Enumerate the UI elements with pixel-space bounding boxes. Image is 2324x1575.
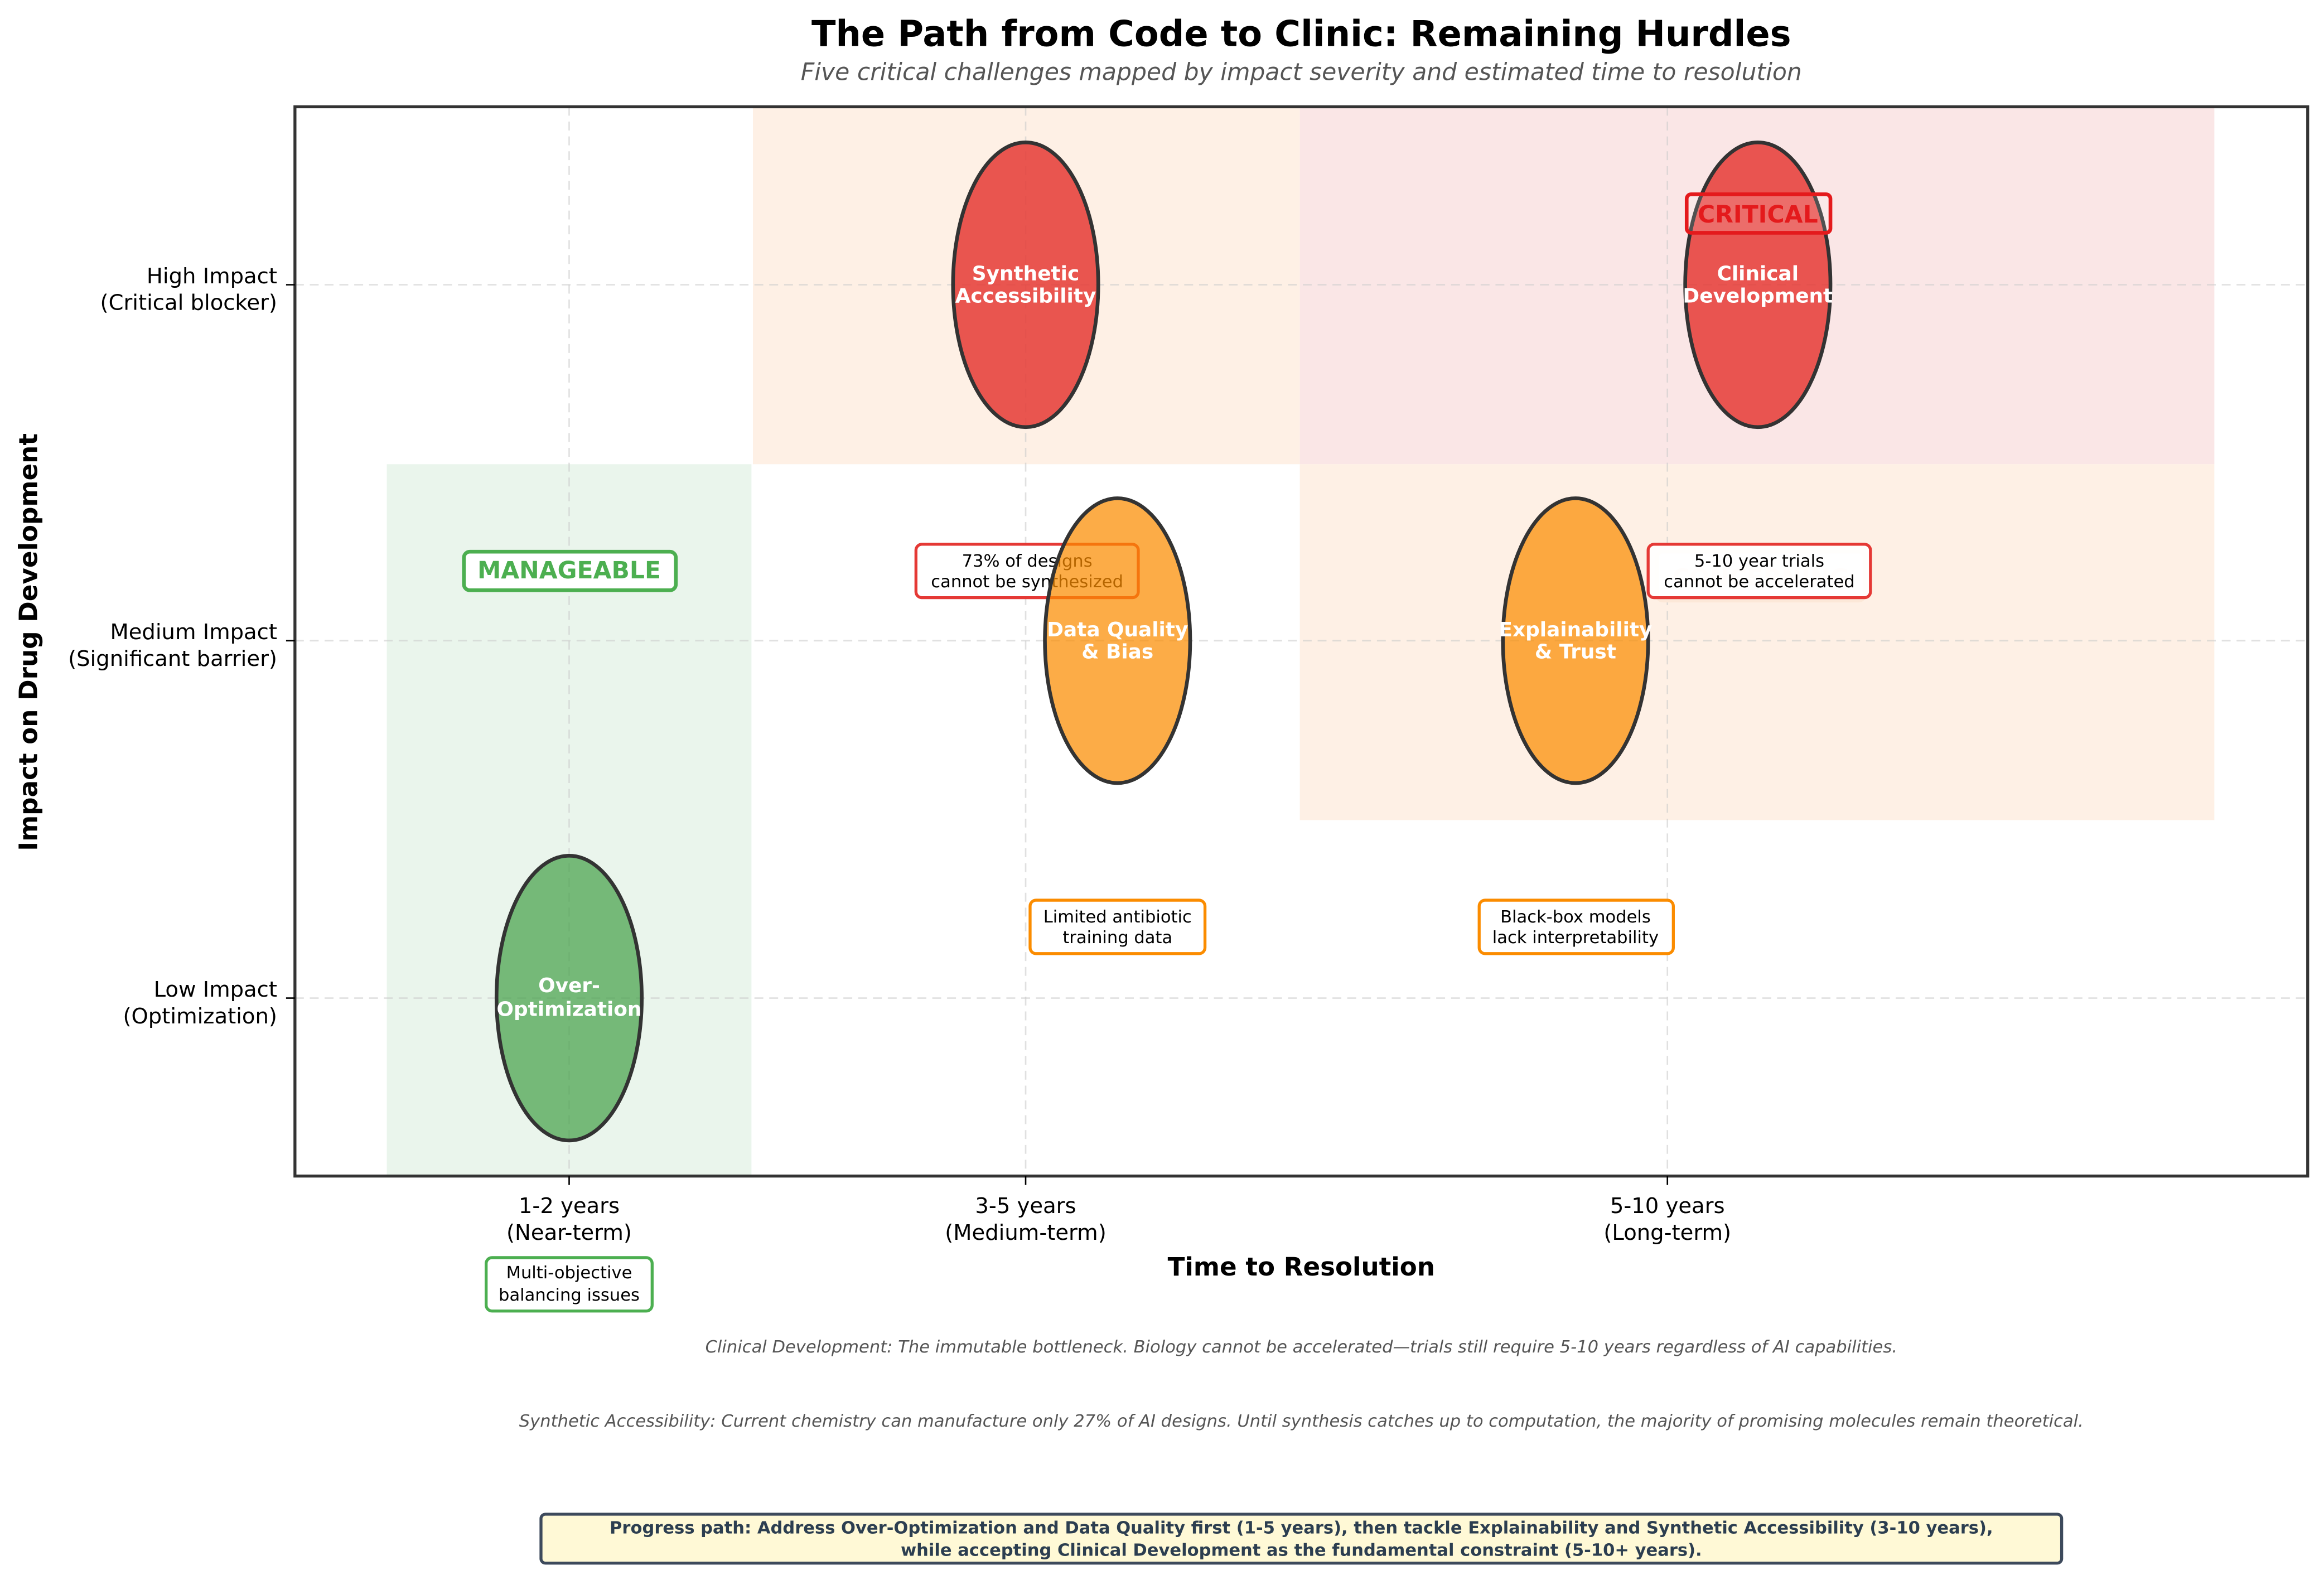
svg-text:(Near-term): (Near-term): [506, 1220, 632, 1245]
svg-text:Clinical: Clinical: [1717, 263, 1799, 286]
challenge-clinical-development[interactable]: Clinical Development: [1683, 140, 1833, 429]
svg-text:Synthetic: Synthetic: [972, 263, 1079, 286]
svg-text:cannot be accelerated: cannot be accelerated: [1664, 572, 1854, 592]
svg-text:Progress path: Address Over-Op: Progress path: Address Over-Optimization…: [610, 1519, 1993, 1538]
svg-text:Explainability: Explainability: [1499, 619, 1652, 641]
svg-text:Accessibility: Accessibility: [955, 284, 1096, 307]
y-tick-high: High Impact: [147, 264, 277, 289]
annotation-clinical: 5-10 year trials cannot be accelerated: [1646, 543, 1872, 600]
x-axis: 1-2 years (Near-term) 3-5 years (Medium-…: [506, 1176, 1731, 1282]
critical-label: CRITICAL: [1684, 192, 1833, 235]
chart-title: The Path from Code to Clinic: Remaining …: [811, 13, 1791, 55]
svg-text:while accepting Clinical Devel: while accepting Clinical Development as …: [901, 1540, 1702, 1560]
svg-text:Over-: Over-: [538, 974, 600, 997]
svg-text:balancing issues: balancing issues: [499, 1286, 640, 1305]
challenge-over-optimization[interactable]: Over- Optimization: [494, 853, 644, 1143]
svg-text:MANAGEABLE: MANAGEABLE: [477, 557, 661, 584]
svg-text:(Optimization): (Optimization): [123, 1004, 277, 1029]
y-tick-low: Low Impact: [154, 977, 277, 1002]
x-tick-near: 1-2 years: [519, 1194, 620, 1219]
annotation-data-quality: Limited antibiotic training data: [1028, 898, 1207, 955]
manageable-label: MANAGEABLE: [462, 549, 678, 592]
svg-text:CRITICAL: CRITICAL: [1698, 201, 1818, 229]
chart-subtitle: Five critical challenges mapped by impac…: [801, 59, 1802, 86]
svg-text:Limited antibiotic: Limited antibiotic: [1043, 907, 1192, 927]
challenge-explainability[interactable]: Explainability & Trust: [1499, 496, 1652, 785]
svg-text:Development: Development: [1683, 284, 1833, 307]
svg-text:(Long-term): (Long-term): [1603, 1220, 1731, 1245]
plot-area: CONCERNING MANAGEABLE Synthetic Accessib…: [293, 105, 2309, 1178]
y-axis: High Impact (Critical blocker) Medium Im…: [13, 264, 295, 1029]
note-clinical: Clinical Development: The immutable bott…: [706, 1337, 1897, 1357]
y-axis-label: Impact on Drug Development: [13, 433, 43, 851]
svg-text:Black-box models: Black-box models: [1500, 907, 1651, 927]
progress-path-box: Progress path: Address Over-Optimization…: [539, 1513, 2064, 1565]
svg-text:& Bias: & Bias: [1081, 641, 1153, 664]
annotation-explainability: Black-box models lack interpretability: [1477, 898, 1675, 955]
svg-text:(Significant barrier): (Significant barrier): [68, 646, 277, 671]
svg-text:lack interpretability: lack interpretability: [1492, 928, 1659, 948]
note-synthetic: Synthetic Accessibility: Current chemist…: [519, 1412, 2084, 1431]
challenge-synthetic-accessibility[interactable]: Synthetic Accessibility: [951, 140, 1100, 429]
svg-text:Multi-objective: Multi-objective: [506, 1263, 632, 1283]
x-tick-long: 5-10 years: [1610, 1194, 1725, 1219]
annotation-over-optimization: Multi-objective balancing issues: [485, 1256, 654, 1313]
svg-text:& Trust: & Trust: [1535, 641, 1616, 664]
svg-text:5-10 year trials: 5-10 year trials: [1694, 552, 1824, 571]
svg-text:(Medium-term): (Medium-term): [945, 1220, 1106, 1245]
x-axis-label: Time to Resolution: [1168, 1252, 1435, 1282]
svg-text:Data Quality: Data Quality: [1047, 619, 1188, 641]
y-tick-medium: Medium Impact: [110, 620, 277, 645]
concerning-zone-mid: [1299, 464, 2215, 820]
svg-text:training data: training data: [1062, 928, 1172, 948]
x-tick-medium: 3-5 years: [975, 1194, 1076, 1219]
challenge-data-quality[interactable]: Data Quality & Bias: [1043, 496, 1192, 785]
svg-text:(Critical blocker): (Critical blocker): [100, 291, 277, 316]
svg-text:Optimization: Optimization: [497, 998, 642, 1021]
